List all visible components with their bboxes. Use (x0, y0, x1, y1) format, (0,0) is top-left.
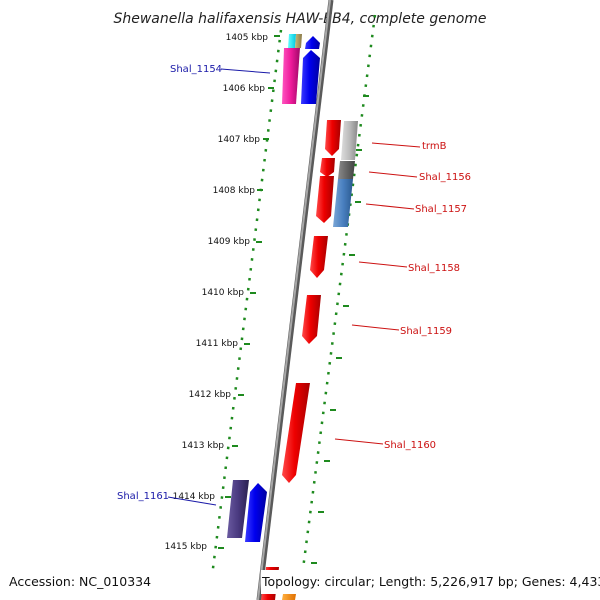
kbp-label: 1405 kbp (226, 33, 269, 43)
gene-shal-1154-block[interactable] (282, 48, 300, 104)
gene-arrow-red-small[interactable] (320, 158, 335, 177)
topology-text: Topology: circular; Length: 5,226,917 bp… (261, 574, 600, 589)
gene-arrow-red-1158[interactable] (310, 236, 328, 278)
gene-block-orange-bottom[interactable] (282, 594, 296, 600)
kbp-label: 1412 kbp (189, 390, 232, 400)
gene-block-steel-1157[interactable] (333, 179, 353, 227)
kbp-label: 1414 kbp (173, 492, 216, 502)
gene-arrow-red-1156[interactable] (316, 176, 334, 223)
gene-arrow-blue-large[interactable] (301, 50, 320, 104)
gene-label-shal-1157[interactable]: Shal_1157 (415, 204, 467, 215)
kbp-label: 1409 kbp (208, 237, 251, 247)
kbp-label: 1413 kbp (182, 441, 225, 451)
tick-marks (218, 35, 369, 564)
map-title: Shewanella halifaxensis HAW-EB4, complet… (113, 11, 486, 27)
accession-text: Accession: NC_010334 (9, 574, 151, 589)
genome-backbone (256, 0, 334, 600)
gene-label-shal-1158[interactable]: Shal_1158 (408, 263, 460, 274)
footer: Accession: NC_010334 Topology: circular;… (0, 570, 600, 594)
gene-labels: Shal_1154 trmB Shal_1156 Shal_1157 Shal_… (117, 64, 471, 502)
gene-label-shal-1154[interactable]: Shal_1154 (170, 64, 222, 75)
gene-block-gray[interactable] (341, 121, 358, 160)
kbp-label: 1410 kbp (202, 288, 245, 298)
gene-arrow-red-trmb[interactable] (325, 120, 341, 156)
gene-shal-1161-block[interactable] (227, 480, 249, 538)
gene-block-khaki[interactable] (295, 34, 302, 48)
gene-features (227, 34, 358, 600)
gene-arrow-red-1159[interactable] (302, 295, 321, 344)
gene-label-shal-1159[interactable]: Shal_1159 (400, 326, 452, 337)
gene-block-cyan[interactable] (288, 34, 296, 48)
gene-block-darkgray[interactable] (338, 161, 355, 179)
gene-arrow-red-1160[interactable] (282, 383, 310, 483)
gene-arrow-blue-small[interactable] (305, 36, 320, 49)
dotted-guides (208, 14, 377, 593)
gene-arrow-blue-bottom[interactable] (245, 483, 267, 542)
kbp-label: 1407 kbp (218, 135, 261, 145)
kbp-label: 1415 kbp (165, 542, 208, 552)
gene-label-shal-1156[interactable]: Shal_1156 (419, 172, 471, 183)
gene-label-shal-1161[interactable]: Shal_1161 (117, 491, 169, 502)
kbp-labels: 1405 kbp 1406 kbp 1407 kbp 1408 kbp 1409… (165, 33, 269, 552)
kbp-label: 1411 kbp (196, 339, 239, 349)
kbp-label: 1408 kbp (213, 186, 256, 196)
gene-label-shal-1160[interactable]: Shal_1160 (384, 440, 436, 451)
gene-label-trmb[interactable]: trmB (422, 141, 447, 152)
kbp-label: 1406 kbp (223, 84, 266, 94)
label-leaders (167, 68, 421, 506)
